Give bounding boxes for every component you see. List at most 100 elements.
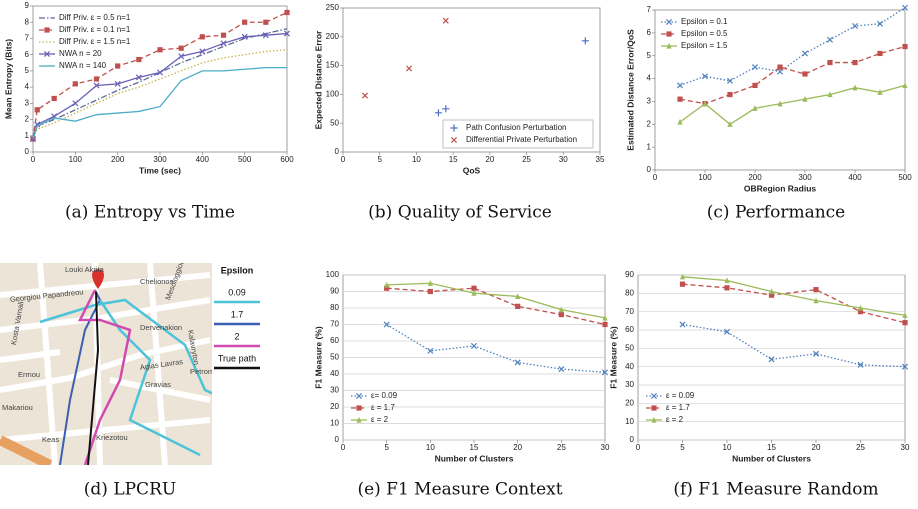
y-tick-label: 1 [25, 131, 30, 140]
x-tick-label: 100 [69, 155, 83, 164]
x-tick-label: 5 [377, 155, 382, 164]
marker [677, 97, 682, 102]
legend-label: NWA n = 140 [59, 61, 107, 70]
marker [602, 322, 607, 327]
y-tick-label: 90 [330, 287, 339, 296]
marker [902, 82, 907, 88]
marker [651, 405, 656, 410]
legend-label: ε = 1.7 [371, 403, 395, 412]
x-tick-label: 25 [557, 443, 566, 452]
street-label: Keas [42, 435, 59, 444]
y-tick-label: 80 [625, 288, 634, 297]
marker [852, 60, 857, 65]
y-tick-label: 4 [647, 74, 652, 83]
marker [356, 393, 361, 398]
x-tick-label: 0 [341, 155, 346, 164]
marker [902, 44, 907, 49]
x-tick-label: 0 [31, 155, 36, 164]
street-label: Ermou [18, 370, 40, 379]
marker [242, 20, 247, 25]
y-axis-label: F1 Measure (%) [608, 326, 618, 389]
marker [802, 71, 807, 76]
y-tick-label: 0 [335, 435, 340, 444]
x-tick-label: 0 [653, 173, 658, 182]
marker [435, 109, 442, 116]
y-tick-label: 30 [330, 386, 339, 395]
y-axis-label: Expected Distance Error [313, 30, 323, 129]
x-tick-label: 10 [412, 155, 421, 164]
caption: (e) F1 Measure Context [357, 480, 562, 500]
marker [73, 101, 78, 106]
legend-label: Diff Priv. ε = 0.5 n=1 [59, 13, 131, 22]
x-tick-label: 30 [901, 443, 910, 452]
marker [200, 34, 205, 39]
legend-label: Path Confusion Perturbation [466, 123, 567, 132]
marker [221, 33, 226, 38]
x-tick-label: 400 [848, 173, 862, 182]
y-tick-label: 60 [625, 325, 634, 334]
x-tick-label: 25 [856, 443, 865, 452]
caption: (b) Quality of Service [368, 203, 552, 223]
marker [680, 322, 685, 327]
y-tick-label: 1 [647, 142, 652, 151]
legend-label: ε= 0.09 [371, 391, 398, 400]
marker [52, 96, 57, 101]
y-tick-label: 100 [326, 90, 340, 99]
map-panel: Louki Akrita Georgiou Papandreou Kosta V… [0, 258, 262, 499]
x-tick-label: 5 [384, 443, 389, 452]
marker [777, 69, 782, 74]
x-tick-label: 20 [812, 443, 821, 452]
marker [443, 18, 448, 23]
x-tick-label: 5 [680, 443, 685, 452]
y-tick-label: 40 [625, 362, 634, 371]
y-tick-label: 30 [625, 380, 634, 389]
series-line [683, 284, 906, 323]
marker [813, 287, 818, 292]
legend-label: Diff Priv. ε = 1.5 n=1 [59, 37, 131, 46]
marker [115, 63, 120, 68]
y-tick-label: 6 [647, 28, 652, 37]
street-label: Makariou [2, 403, 33, 412]
marker [827, 37, 832, 42]
marker [362, 93, 367, 98]
marker [515, 360, 520, 365]
y-tick-label: 0 [630, 435, 635, 444]
y-tick-label: 70 [330, 320, 339, 329]
x-tick-label: 15 [767, 443, 776, 452]
y-tick-label: 4 [25, 82, 30, 91]
x-tick-label: 300 [153, 155, 167, 164]
y-tick-label: 5 [25, 66, 30, 75]
x-axis-label: Number of Clusters [435, 453, 514, 463]
x-axis-label: Time (sec) [139, 165, 181, 175]
y-tick-label: 7 [25, 34, 30, 43]
marker [677, 119, 682, 125]
marker [428, 289, 433, 294]
y-axis-label: F1 Measure (%) [313, 326, 323, 389]
y-tick-label: 6 [25, 50, 30, 59]
street-label: Louki Akrita [65, 265, 105, 274]
x-axis-label: QoS [463, 165, 481, 175]
series-line [33, 68, 287, 139]
x-tick-label: 30 [601, 443, 610, 452]
series-line [387, 288, 605, 324]
x-axis-label: Number of Clusters [732, 453, 811, 463]
series-line [680, 47, 905, 104]
y-tick-label: 90 [625, 270, 634, 279]
marker [471, 343, 476, 348]
x-tick-label: 10 [426, 443, 435, 452]
street-label: Kriezotou [96, 433, 128, 442]
y-tick-label: 5 [647, 51, 652, 60]
marker [902, 320, 907, 325]
marker [515, 304, 520, 309]
y-tick-label: 8 [25, 17, 30, 26]
marker [284, 10, 289, 15]
legend-label: ε = 2 [371, 415, 389, 424]
marker [73, 81, 78, 86]
marker [666, 19, 671, 24]
y-tick-label: 10 [330, 419, 339, 428]
figure: Louki Akrita Georgiou Papandreou Kosta V… [0, 0, 918, 509]
caption: (d) LPCRU [84, 480, 176, 500]
legend-label: Diff Priv. ε = 0.1 n=1 [59, 25, 131, 34]
